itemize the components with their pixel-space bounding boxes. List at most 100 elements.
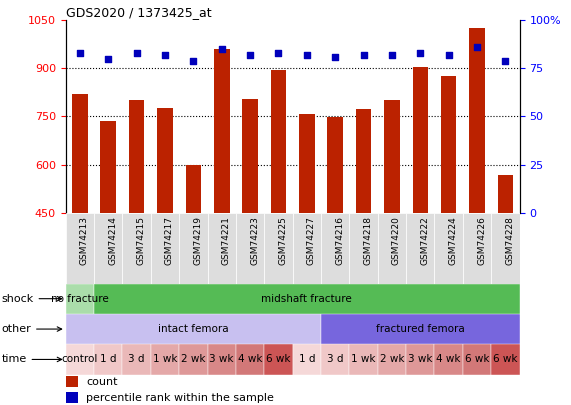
- Bar: [129, 100, 144, 213]
- Bar: [94, 213, 122, 284]
- Text: GSM74218: GSM74218: [364, 216, 372, 265]
- Text: percentile rank within the sample: percentile rank within the sample: [86, 393, 274, 403]
- Text: GSM74213: GSM74213: [80, 216, 89, 265]
- Text: control: control: [62, 354, 98, 364]
- Bar: [66, 314, 321, 344]
- Bar: [214, 49, 230, 213]
- Text: fractured femora: fractured femora: [376, 324, 465, 334]
- Text: other: other: [1, 324, 62, 334]
- Text: 6 wk: 6 wk: [266, 354, 291, 364]
- Bar: [491, 344, 520, 375]
- Text: count: count: [86, 377, 118, 387]
- Bar: [378, 344, 406, 375]
- Bar: [491, 213, 520, 284]
- Text: 6 wk: 6 wk: [465, 354, 489, 364]
- Text: GSM74228: GSM74228: [505, 216, 514, 265]
- Text: 1 wk: 1 wk: [152, 354, 177, 364]
- Bar: [72, 94, 88, 213]
- Text: GSM74217: GSM74217: [165, 216, 174, 265]
- Text: GSM74215: GSM74215: [136, 216, 146, 265]
- Bar: [151, 213, 179, 284]
- Text: 1 d: 1 d: [100, 354, 116, 364]
- Bar: [321, 344, 349, 375]
- Point: [217, 46, 226, 52]
- Bar: [299, 114, 315, 213]
- Bar: [435, 344, 463, 375]
- Bar: [207, 213, 236, 284]
- Text: no fracture: no fracture: [51, 294, 108, 304]
- Bar: [94, 344, 122, 375]
- Bar: [327, 117, 343, 213]
- Bar: [435, 213, 463, 284]
- Text: GSM74224: GSM74224: [449, 216, 458, 265]
- Point: [189, 58, 198, 64]
- Bar: [463, 344, 491, 375]
- Text: 4 wk: 4 wk: [238, 354, 262, 364]
- Bar: [179, 213, 207, 284]
- Bar: [122, 213, 151, 284]
- Point: [75, 50, 85, 56]
- Text: 2 wk: 2 wk: [380, 354, 404, 364]
- Bar: [186, 165, 201, 213]
- Text: 3 wk: 3 wk: [210, 354, 234, 364]
- Point: [416, 50, 425, 56]
- Text: midshaft fracture: midshaft fracture: [262, 294, 352, 304]
- Point: [160, 52, 170, 58]
- Bar: [236, 344, 264, 375]
- Bar: [100, 121, 116, 213]
- Text: GSM74222: GSM74222: [420, 216, 429, 265]
- Text: 4 wk: 4 wk: [436, 354, 461, 364]
- Text: 3 d: 3 d: [128, 354, 145, 364]
- Bar: [441, 77, 456, 213]
- Bar: [264, 213, 292, 284]
- Point: [274, 50, 283, 56]
- Text: GSM74223: GSM74223: [250, 216, 259, 265]
- Bar: [236, 213, 264, 284]
- Bar: [321, 314, 520, 344]
- Bar: [293, 344, 321, 375]
- Bar: [157, 109, 173, 213]
- Text: GSM74227: GSM74227: [307, 216, 316, 265]
- Bar: [66, 284, 94, 314]
- Bar: [66, 344, 94, 375]
- Text: 3 wk: 3 wk: [408, 354, 433, 364]
- Bar: [293, 213, 321, 284]
- Bar: [207, 344, 236, 375]
- Text: GSM74225: GSM74225: [279, 216, 287, 265]
- Point: [387, 52, 396, 58]
- Bar: [66, 377, 78, 387]
- Bar: [321, 213, 349, 284]
- Text: GSM74214: GSM74214: [108, 216, 117, 265]
- Text: GDS2020 / 1373425_at: GDS2020 / 1373425_at: [66, 6, 211, 19]
- Bar: [406, 344, 435, 375]
- Bar: [264, 344, 292, 375]
- Bar: [271, 70, 286, 213]
- Bar: [356, 109, 371, 213]
- Bar: [469, 28, 485, 213]
- Bar: [406, 213, 435, 284]
- Bar: [151, 344, 179, 375]
- Bar: [463, 213, 491, 284]
- Point: [104, 55, 113, 62]
- Bar: [378, 213, 406, 284]
- Point: [132, 50, 141, 56]
- Bar: [179, 344, 207, 375]
- Bar: [122, 344, 151, 375]
- Point: [501, 58, 510, 64]
- Bar: [242, 99, 258, 213]
- Point: [444, 52, 453, 58]
- Bar: [497, 175, 513, 213]
- Bar: [412, 67, 428, 213]
- Bar: [66, 213, 94, 284]
- Text: GSM74220: GSM74220: [392, 216, 401, 265]
- Bar: [349, 213, 378, 284]
- Text: shock: shock: [1, 294, 62, 304]
- Point: [359, 52, 368, 58]
- Text: intact femora: intact femora: [158, 324, 228, 334]
- Text: 6 wk: 6 wk: [493, 354, 518, 364]
- Text: time: time: [1, 354, 62, 364]
- Text: 1 d: 1 d: [299, 354, 315, 364]
- Text: GSM74219: GSM74219: [194, 216, 202, 265]
- Point: [302, 52, 311, 58]
- Bar: [384, 100, 400, 213]
